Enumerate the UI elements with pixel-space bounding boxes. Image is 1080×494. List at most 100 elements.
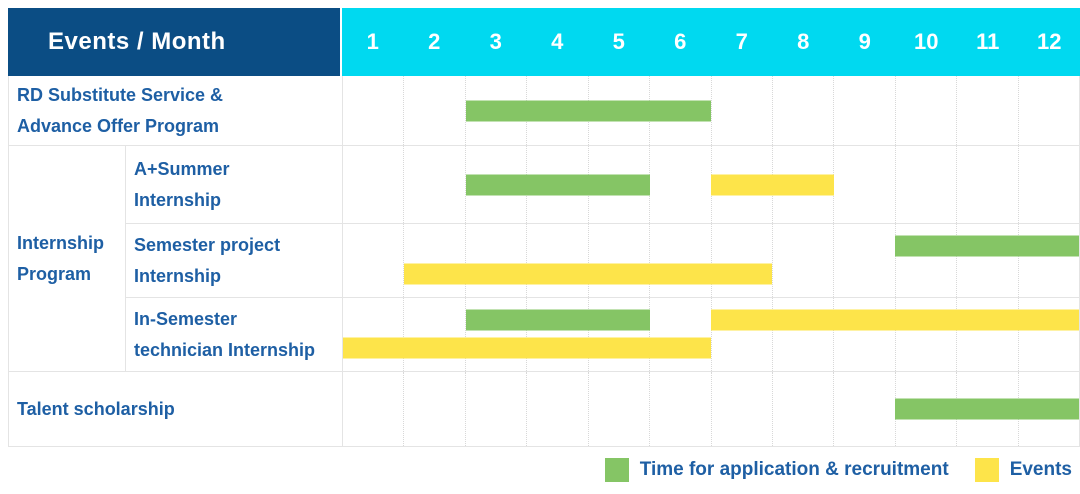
month-grid <box>343 224 1079 297</box>
month-grid <box>343 76 1079 145</box>
grid-cell-month-12 <box>1017 76 1079 145</box>
row-label-a-plus-summer-internship-line: Internship <box>134 189 222 210</box>
bar-recruitment-talent-scholarship <box>895 398 1079 420</box>
grid-cell-month-3 <box>464 76 526 145</box>
grid-cell-month-10 <box>894 146 956 223</box>
row-label-in-semester-technician-internship-line: In-Semester <box>134 308 238 329</box>
grid-cell-month-10 <box>894 298 956 371</box>
grid-cell-month-3 <box>464 298 526 371</box>
legend-swatch-event-icon <box>974 458 999 482</box>
group-internship-program: Internship Program A+Summer Internship Semes… <box>9 145 1079 371</box>
gantt-chart: Events / Month 1 2 3 4 5 6 7 8 9 10 11 12 RD Substi… <box>8 8 1080 447</box>
month-header-2: 2 <box>428 29 441 54</box>
grid-cell-month-3 <box>464 224 526 297</box>
grid-cell-month-5 <box>587 298 649 371</box>
bar-recruitment-in-semester-technician-internship <box>465 309 650 331</box>
grid-cell-month-2 <box>403 146 464 223</box>
row-label-talent-scholarship-line: Talent scholarship <box>17 398 175 419</box>
grid-cell-month-6 <box>649 372 710 446</box>
group-label-internship-program: Internship Program <box>9 146 126 371</box>
month-header-row: 1 2 3 4 5 6 7 8 9 10 11 12 <box>342 8 1080 76</box>
grid-cell-month-6 <box>649 146 710 223</box>
month-header-9: 9 <box>858 29 871 54</box>
grid-cell-month-9 <box>833 224 894 297</box>
row-label-semester-project-internship: Semester project Internship <box>126 224 343 297</box>
grid-cell-month-7 <box>710 224 772 297</box>
grid-cell-month-1 <box>343 76 403 145</box>
grid-cell-month-2 <box>403 224 464 297</box>
gantt-body: RD Substitute Service & Advance Offer Pro… <box>8 76 1080 447</box>
grid-cell-month-8 <box>771 372 833 446</box>
bar-recruitment-rd-substitute-service <box>465 100 711 121</box>
row-label-in-semester-technician-internship: In-Semester technician Internship <box>126 298 343 371</box>
group-label-internship-program-line: Program <box>17 263 92 284</box>
grid-cell-month-7 <box>710 298 772 371</box>
month-grid <box>343 298 1079 371</box>
grid-cell-month-1 <box>343 224 403 297</box>
bar-recruitment-semester-project-internship <box>895 235 1079 257</box>
row-label-in-semester-technician-internship-line: technician Internship <box>134 339 316 360</box>
grid-cell-month-10 <box>894 76 956 145</box>
grid-cell-month-5 <box>587 224 649 297</box>
row-label-rd-substitute-service-line: Advance Offer Program <box>17 115 220 136</box>
row-a-plus-summer-internship: A+Summer Internship <box>126 146 1079 223</box>
legend-item-event: Events <box>974 458 1072 482</box>
grid-cell-month-2 <box>403 372 464 446</box>
grid-cell-month-5 <box>587 372 649 446</box>
legend: Time for application & recruitment Events <box>604 455 1072 485</box>
legend-item-recruitment: Time for application & recruitment <box>604 458 949 482</box>
grid-cell-month-1 <box>343 298 403 371</box>
row-label-semester-project-internship-line: Internship <box>134 265 222 286</box>
row-label-semester-project-internship-line: Semester project <box>134 234 281 255</box>
row-label-rd-substitute-service-line: RD Substitute Service & <box>17 84 224 105</box>
month-header-12: 12 <box>1037 29 1062 54</box>
grid-cell-month-3 <box>464 372 526 446</box>
bar-event-a-plus-summer-internship <box>711 174 834 195</box>
month-header-4: 4 <box>551 29 564 54</box>
bar-recruitment-a-plus-summer-internship <box>465 174 650 195</box>
row-semester-project-internship: Semester project Internship <box>126 223 1079 297</box>
grid-cell-month-4 <box>526 224 587 297</box>
row-label-rd-substitute-service: RD Substitute Service & Advance Offer Pro… <box>9 76 343 145</box>
month-header-6: 6 <box>674 29 687 54</box>
bar-event-in-semester-technician-internship <box>343 337 711 359</box>
grid-cell-month-10 <box>894 224 956 297</box>
month-header-1: 1 <box>366 29 379 54</box>
grid-cell-month-12 <box>1017 146 1079 223</box>
month-grid <box>343 146 1079 223</box>
month-header-7: 7 <box>735 29 748 54</box>
grid-cell-month-1 <box>343 146 403 223</box>
grid-cell-month-8 <box>771 76 833 145</box>
grid-cell-month-9 <box>833 298 894 371</box>
grid-cell-month-9 <box>833 146 894 223</box>
month-header-5: 5 <box>612 29 625 54</box>
grid-cell-month-11 <box>956 224 1017 297</box>
grid-cell-month-7 <box>710 76 772 145</box>
month-header-8: 8 <box>797 29 810 54</box>
grid-cell-month-11 <box>956 76 1017 145</box>
grid-cell-month-9 <box>833 76 894 145</box>
grid-cell-month-11 <box>956 298 1017 371</box>
month-header-11: 11 <box>976 29 1000 54</box>
header-row: Events / Month 1 2 3 4 5 6 7 8 9 10 11 12 <box>8 8 1080 76</box>
row-label-talent-scholarship: Talent scholarship <box>9 372 343 446</box>
grid-cell-month-8 <box>771 224 833 297</box>
month-grid <box>343 372 1079 446</box>
group-label-internship-program-line: Internship <box>17 232 105 253</box>
grid-cell-month-4 <box>526 372 587 446</box>
grid-cell-month-6 <box>649 298 710 371</box>
grid-cell-month-1 <box>343 372 403 446</box>
grid-cell-month-12 <box>1017 298 1079 371</box>
legend-swatch-recruitment-icon <box>604 458 629 482</box>
header-title: Events / Month <box>8 8 342 76</box>
grid-cell-month-4 <box>526 298 587 371</box>
row-talent-scholarship: Talent scholarship <box>9 371 1079 446</box>
month-header-10: 10 <box>914 29 939 54</box>
grid-cell-month-3 <box>464 146 526 223</box>
grid-cell-month-7 <box>710 372 772 446</box>
row-in-semester-technician-internship: In-Semester technician Internship <box>126 297 1079 371</box>
month-header-3: 3 <box>489 29 502 54</box>
bar-event-semester-project-internship <box>404 263 773 285</box>
grid-cell-month-12 <box>1017 224 1079 297</box>
grid-cell-month-6 <box>649 224 710 297</box>
